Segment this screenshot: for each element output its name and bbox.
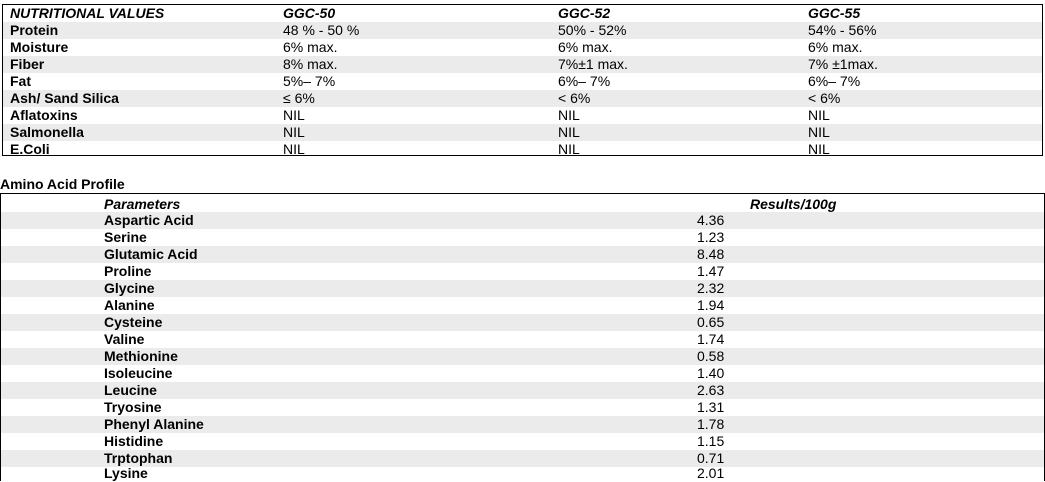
result-value: 8.48 — [697, 246, 725, 262]
column-header-ggc-50: GGC-50 — [283, 5, 336, 21]
table-cell: NIL — [283, 124, 305, 140]
amino-acid-profile-title: Amino Acid Profile — [0, 176, 125, 192]
column-header-ggc-52: GGC-52 — [558, 5, 611, 21]
table-cell: 54% - 56% — [808, 22, 877, 38]
table-row: Methionine 0.58 — [1, 348, 1044, 365]
table-row: Aflatoxins NIL NIL NIL — [3, 107, 1042, 124]
parameter-name: Tryosine — [104, 399, 162, 415]
parameter-name: Cysteine — [104, 314, 163, 330]
nutritional-values-table: NUTRITIONAL VALUES GGC-50 GGC-52 GGC-55 … — [2, 4, 1043, 158]
table-cell: 6% max. — [283, 39, 338, 55]
column-header-results: Results/100g — [750, 196, 837, 212]
table-row: Lysine 2.01 — [1, 465, 1044, 482]
table-cell: 6% max. — [558, 39, 613, 55]
table-cell: NIL — [558, 124, 580, 140]
result-value: 1.40 — [697, 365, 725, 381]
result-value: 1.23 — [697, 229, 725, 245]
table-row: Moisture 6% max. 6% max. 6% max. — [3, 39, 1042, 56]
table-cell: 6% max. — [808, 39, 863, 55]
nutritional-table-header: NUTRITIONAL VALUES GGC-50 GGC-52 GGC-55 — [3, 5, 1042, 22]
table-row: Leucine 2.63 — [1, 382, 1044, 399]
table-cell: 48 % - 50 % — [283, 22, 360, 38]
parameter-name: Serine — [104, 229, 147, 245]
row-label: Aflatoxins — [10, 107, 78, 123]
column-header-parameters: Parameters — [104, 196, 181, 212]
table-row: Phenyl Alanine 1.78 — [1, 416, 1044, 433]
column-header-ggc-55: GGC-55 — [808, 5, 861, 21]
table-cell: NIL — [808, 141, 830, 157]
row-label: Fiber — [10, 56, 45, 72]
parameter-name: Isoleucine — [104, 365, 173, 381]
parameter-name: Methionine — [104, 348, 178, 364]
table-cell: NIL — [283, 141, 305, 157]
row-label: Salmonella — [10, 124, 84, 140]
table-row: Fiber 8% max. 7%±1 max. 7% ±1max. — [3, 56, 1042, 73]
table-row: Aspartic Acid 4.36 — [1, 212, 1044, 229]
table-cell: 50% - 52% — [558, 22, 627, 38]
parameter-name: Leucine — [104, 382, 157, 398]
parameter-name: Trptophan — [104, 450, 173, 466]
table-cell: ≤ 6% — [283, 90, 315, 106]
table-cell: NIL — [283, 107, 305, 123]
table-cell: 6%– 7% — [558, 73, 611, 89]
table-row: Salmonella NIL NIL NIL — [3, 124, 1042, 141]
table-cell: NIL — [808, 107, 830, 123]
column-header-nutritional-values: NUTRITIONAL VALUES — [10, 5, 165, 21]
table-cell: 6%– 7% — [808, 73, 861, 89]
result-value: 1.74 — [697, 331, 725, 347]
result-value: 0.58 — [697, 348, 725, 364]
table-row: Valine 1.74 — [1, 331, 1044, 348]
table-cell: NIL — [558, 107, 580, 123]
row-label: Ash/ Sand Silica — [10, 90, 119, 106]
table-row: Tryosine 1.31 — [1, 399, 1044, 416]
table-row: Alanine 1.94 — [1, 297, 1044, 314]
table-cell: < 6% — [808, 90, 841, 106]
result-value: 0.65 — [697, 314, 725, 330]
parameter-name: Glycine — [104, 280, 155, 296]
parameter-name: Phenyl Alanine — [104, 416, 204, 432]
result-value: 1.31 — [697, 399, 725, 415]
amino-table-header: Parameters Results/100g — [1, 196, 1044, 213]
table-row: Trptophan 0.71 — [1, 450, 1044, 467]
table-row: Ash/ Sand Silica ≤ 6% < 6% < 6% — [3, 90, 1042, 107]
table-cell: NIL — [808, 124, 830, 140]
parameter-name: Proline — [104, 263, 152, 279]
table-row: Serine 1.23 — [1, 229, 1044, 246]
table-row: Glycine 2.32 — [1, 280, 1044, 297]
result-value: 2.32 — [697, 280, 725, 296]
result-value: 2.63 — [697, 382, 725, 398]
parameter-name: Lysine — [104, 465, 148, 481]
table-row: Protein 48 % - 50 % 50% - 52% 54% - 56% — [3, 22, 1042, 39]
row-label: Protein — [10, 22, 59, 38]
table-row: Proline 1.47 — [1, 263, 1044, 280]
result-value: 1.47 — [697, 263, 725, 279]
result-value: 2.01 — [697, 465, 725, 481]
table-row: Histidine 1.15 — [1, 433, 1044, 450]
row-label: E.Coli — [10, 141, 50, 157]
result-value: 1.78 — [697, 416, 725, 432]
table-row: Cysteine 0.65 — [1, 314, 1044, 331]
table-cell: < 6% — [558, 90, 591, 106]
table-cell: NIL — [558, 141, 580, 157]
parameter-name: Histidine — [104, 433, 164, 449]
table-cell: 7% ±1max. — [808, 56, 878, 72]
parameter-name: Glutamic Acid — [104, 246, 198, 262]
parameter-name: Valine — [104, 331, 145, 347]
table-cell: 8% max. — [283, 56, 338, 72]
table-row: Glutamic Acid 8.48 — [1, 246, 1044, 263]
table-cell: 7%±1 max. — [558, 56, 628, 72]
table-row: Fat 5%– 7% 6%– 7% 6%– 7% — [3, 73, 1042, 90]
parameter-name: Alanine — [104, 297, 155, 313]
result-value: 0.71 — [697, 450, 725, 466]
table-row: E.Coli NIL NIL NIL — [3, 141, 1042, 158]
table-cell: 5%– 7% — [283, 73, 336, 89]
table-row: Isoleucine 1.40 — [1, 365, 1044, 382]
result-value: 1.15 — [697, 433, 725, 449]
result-value: 4.36 — [697, 212, 725, 228]
row-label: Fat — [10, 73, 31, 89]
amino-acid-table: Parameters Results/100g Aspartic Acid 4.… — [0, 193, 1045, 481]
parameter-name: Aspartic Acid — [104, 212, 194, 228]
row-label: Moisture — [10, 39, 69, 55]
result-value: 1.94 — [697, 297, 725, 313]
